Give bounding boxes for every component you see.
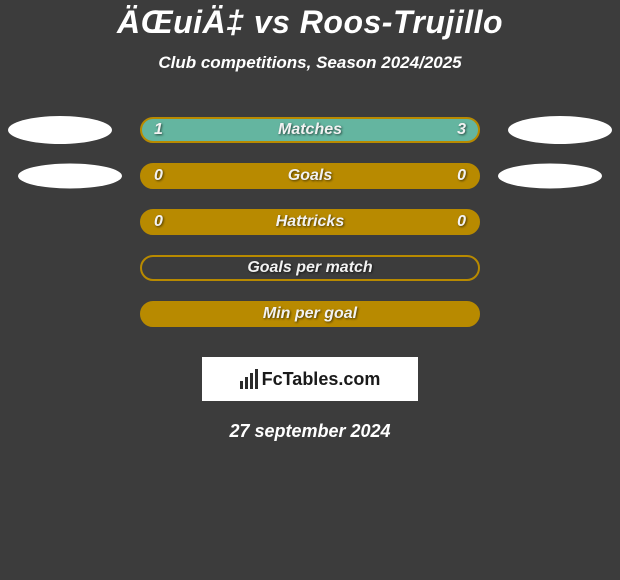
page-subtitle: Club competitions, Season 2024/2025 bbox=[0, 53, 620, 73]
page-title: ÄŒuiÄ‡ vs Roos-Trujillo bbox=[0, 4, 620, 41]
stat-label: Goals bbox=[288, 167, 332, 185]
source-badge: FcTables.com bbox=[202, 357, 418, 401]
player-ellipse-left bbox=[8, 116, 112, 144]
stat-label: Min per goal bbox=[263, 305, 357, 323]
stat-bar: Min per goal bbox=[140, 301, 480, 327]
stat-bar: Goals per match bbox=[140, 255, 480, 281]
player-ellipse-right bbox=[508, 116, 612, 144]
stat-right-value: 0 bbox=[457, 213, 466, 231]
stat-left-value: 1 bbox=[154, 121, 163, 139]
stat-bar: 0 Hattricks 0 bbox=[140, 209, 480, 235]
stat-row: 0 Hattricks 0 bbox=[0, 199, 620, 245]
stat-left-value: 0 bbox=[154, 213, 163, 231]
date-text: 27 september 2024 bbox=[0, 421, 620, 442]
stat-rows: 1 Matches 3 0 Goals 0 0 Hattricks 0 Goals per mat… bbox=[0, 107, 620, 337]
stat-label: Hattricks bbox=[276, 213, 344, 231]
chart-icon bbox=[240, 369, 258, 389]
stat-label: Matches bbox=[278, 121, 342, 139]
stat-label: Goals per match bbox=[247, 259, 372, 277]
stat-right-value: 0 bbox=[457, 167, 466, 185]
player-ellipse-right bbox=[498, 164, 602, 189]
stat-row: 0 Goals 0 bbox=[0, 153, 620, 199]
stat-left-value: 0 bbox=[154, 167, 163, 185]
stat-row: Min per goal bbox=[0, 291, 620, 337]
badge-text: FcTables.com bbox=[262, 369, 381, 390]
stat-right-value: 3 bbox=[457, 121, 466, 139]
stat-row: Goals per match bbox=[0, 245, 620, 291]
stat-bar: 0 Goals 0 bbox=[140, 163, 480, 189]
infographic-container: ÄŒuiÄ‡ vs Roos-Trujillo Club competition… bbox=[0, 0, 620, 442]
stat-row: 1 Matches 3 bbox=[0, 107, 620, 153]
stat-bar: 1 Matches 3 bbox=[140, 117, 480, 143]
player-ellipse-left bbox=[18, 164, 122, 189]
